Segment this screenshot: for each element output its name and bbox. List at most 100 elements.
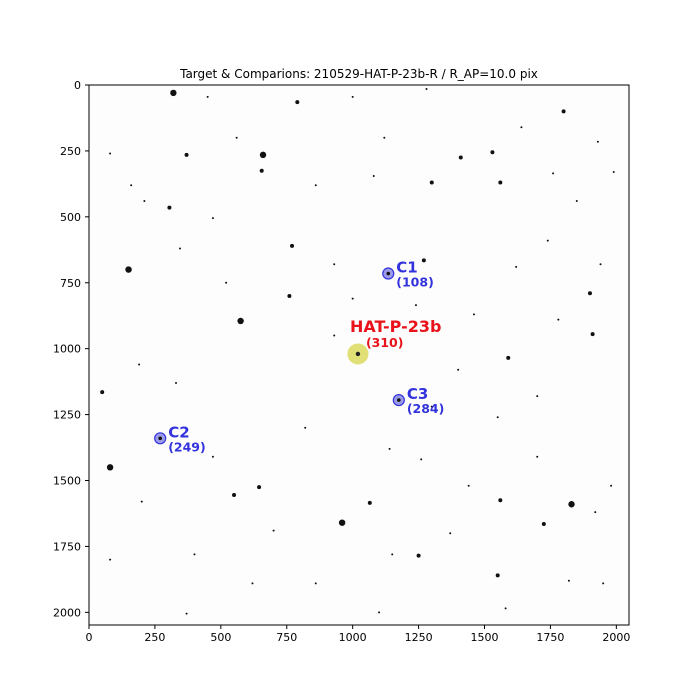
background-star	[232, 493, 237, 498]
background-star	[430, 405, 433, 408]
background-star	[515, 265, 518, 268]
background-star	[237, 317, 244, 325]
background-star	[351, 297, 354, 300]
background-star	[272, 529, 275, 532]
background-star	[378, 611, 381, 614]
background-star	[251, 582, 254, 585]
hat-p-23b-label: HAT-P-23b	[350, 317, 442, 336]
background-star	[498, 498, 503, 503]
background-star	[520, 126, 523, 129]
c3-label: C3	[407, 385, 428, 403]
background-star	[259, 151, 267, 159]
background-star	[391, 553, 394, 556]
background-star	[541, 522, 546, 527]
background-star	[414, 304, 417, 307]
background-star	[458, 155, 463, 160]
y-tick-label: 0	[74, 79, 81, 92]
background-star	[257, 485, 262, 490]
background-star	[612, 171, 615, 174]
background-star	[506, 355, 511, 360]
c3-value-label: (284)	[407, 401, 445, 416]
background-star	[235, 136, 238, 139]
y-tick-label: 1250	[53, 409, 81, 422]
background-star	[290, 243, 295, 248]
background-star	[504, 607, 507, 610]
c2-value-label: (249)	[168, 439, 206, 454]
background-star	[498, 180, 503, 185]
background-star	[333, 263, 336, 266]
x-tick-label: 2000	[602, 631, 630, 644]
background-star	[367, 500, 372, 505]
background-star	[416, 553, 421, 558]
x-tick-label: 1500	[471, 631, 499, 644]
c1-label: C1	[396, 259, 417, 277]
background-star	[170, 89, 177, 97]
background-star	[130, 184, 133, 187]
background-star	[467, 484, 470, 487]
background-star	[383, 136, 386, 139]
y-tick-label: 1500	[53, 475, 81, 488]
background-star	[178, 247, 181, 250]
background-star	[421, 258, 426, 263]
background-star	[167, 205, 172, 210]
x-tick-label: 1250	[405, 631, 433, 644]
x-axis: 0 250 500 750 1000 1250 1500 1750 2000	[86, 625, 630, 644]
background-star	[388, 447, 391, 450]
x-tick-label: 1000	[339, 631, 367, 644]
x-tick-label: 1750	[536, 631, 564, 644]
c1-star	[386, 271, 391, 276]
y-axis: 0 250 500 750 1000 1250 1500 1750 2000	[53, 79, 89, 619]
background-star	[314, 582, 317, 585]
background-star	[536, 455, 539, 458]
background-star	[490, 150, 495, 155]
y-tick-label: 250	[60, 145, 81, 158]
plot-frame	[88, 84, 630, 626]
background-star	[496, 416, 499, 419]
background-star	[602, 582, 605, 585]
background-star	[587, 291, 592, 296]
background-star	[561, 109, 566, 114]
background-star	[225, 281, 228, 284]
hat-p-23b-star	[355, 351, 361, 357]
background-star	[596, 140, 599, 143]
background-star	[425, 87, 428, 90]
background-star	[100, 390, 105, 395]
background-star	[138, 363, 141, 366]
y-tick-label: 1000	[53, 343, 81, 356]
background-star	[211, 455, 214, 458]
background-star	[184, 152, 189, 157]
background-star	[351, 95, 354, 98]
labels-layer: HAT-P-23b(310) C1(108) C2(249) C3(284)	[168, 259, 444, 455]
background-star	[420, 458, 423, 461]
y-tick-label: 2000	[53, 606, 81, 619]
x-tick-label: 0	[86, 631, 93, 644]
background-star	[372, 174, 375, 177]
background-star	[567, 579, 570, 582]
background-star	[125, 266, 132, 273]
background-star	[211, 217, 214, 220]
y-tick-label: 750	[60, 277, 81, 290]
c1-value-label: (108)	[396, 275, 434, 290]
background-star	[140, 500, 143, 503]
background-star	[259, 168, 264, 173]
c3-star	[397, 398, 401, 402]
background-star	[594, 511, 597, 514]
background-star	[185, 612, 188, 615]
background-star	[449, 532, 452, 535]
background-star	[568, 501, 575, 508]
star-field	[100, 87, 615, 615]
c2-star	[158, 436, 162, 441]
background-star	[610, 484, 613, 487]
x-tick-label: 250	[144, 631, 165, 644]
background-star	[106, 464, 114, 471]
background-star	[314, 184, 317, 187]
chart-title: Target & Comparions: 210529-HAT-P-23b-R …	[179, 67, 538, 81]
background-star	[590, 332, 595, 337]
hat-p-23b-value-label: (310)	[366, 335, 404, 350]
background-star	[546, 239, 549, 242]
background-star	[143, 200, 146, 203]
x-tick-label: 500	[210, 631, 231, 644]
background-star	[333, 334, 336, 337]
background-star	[304, 426, 307, 429]
